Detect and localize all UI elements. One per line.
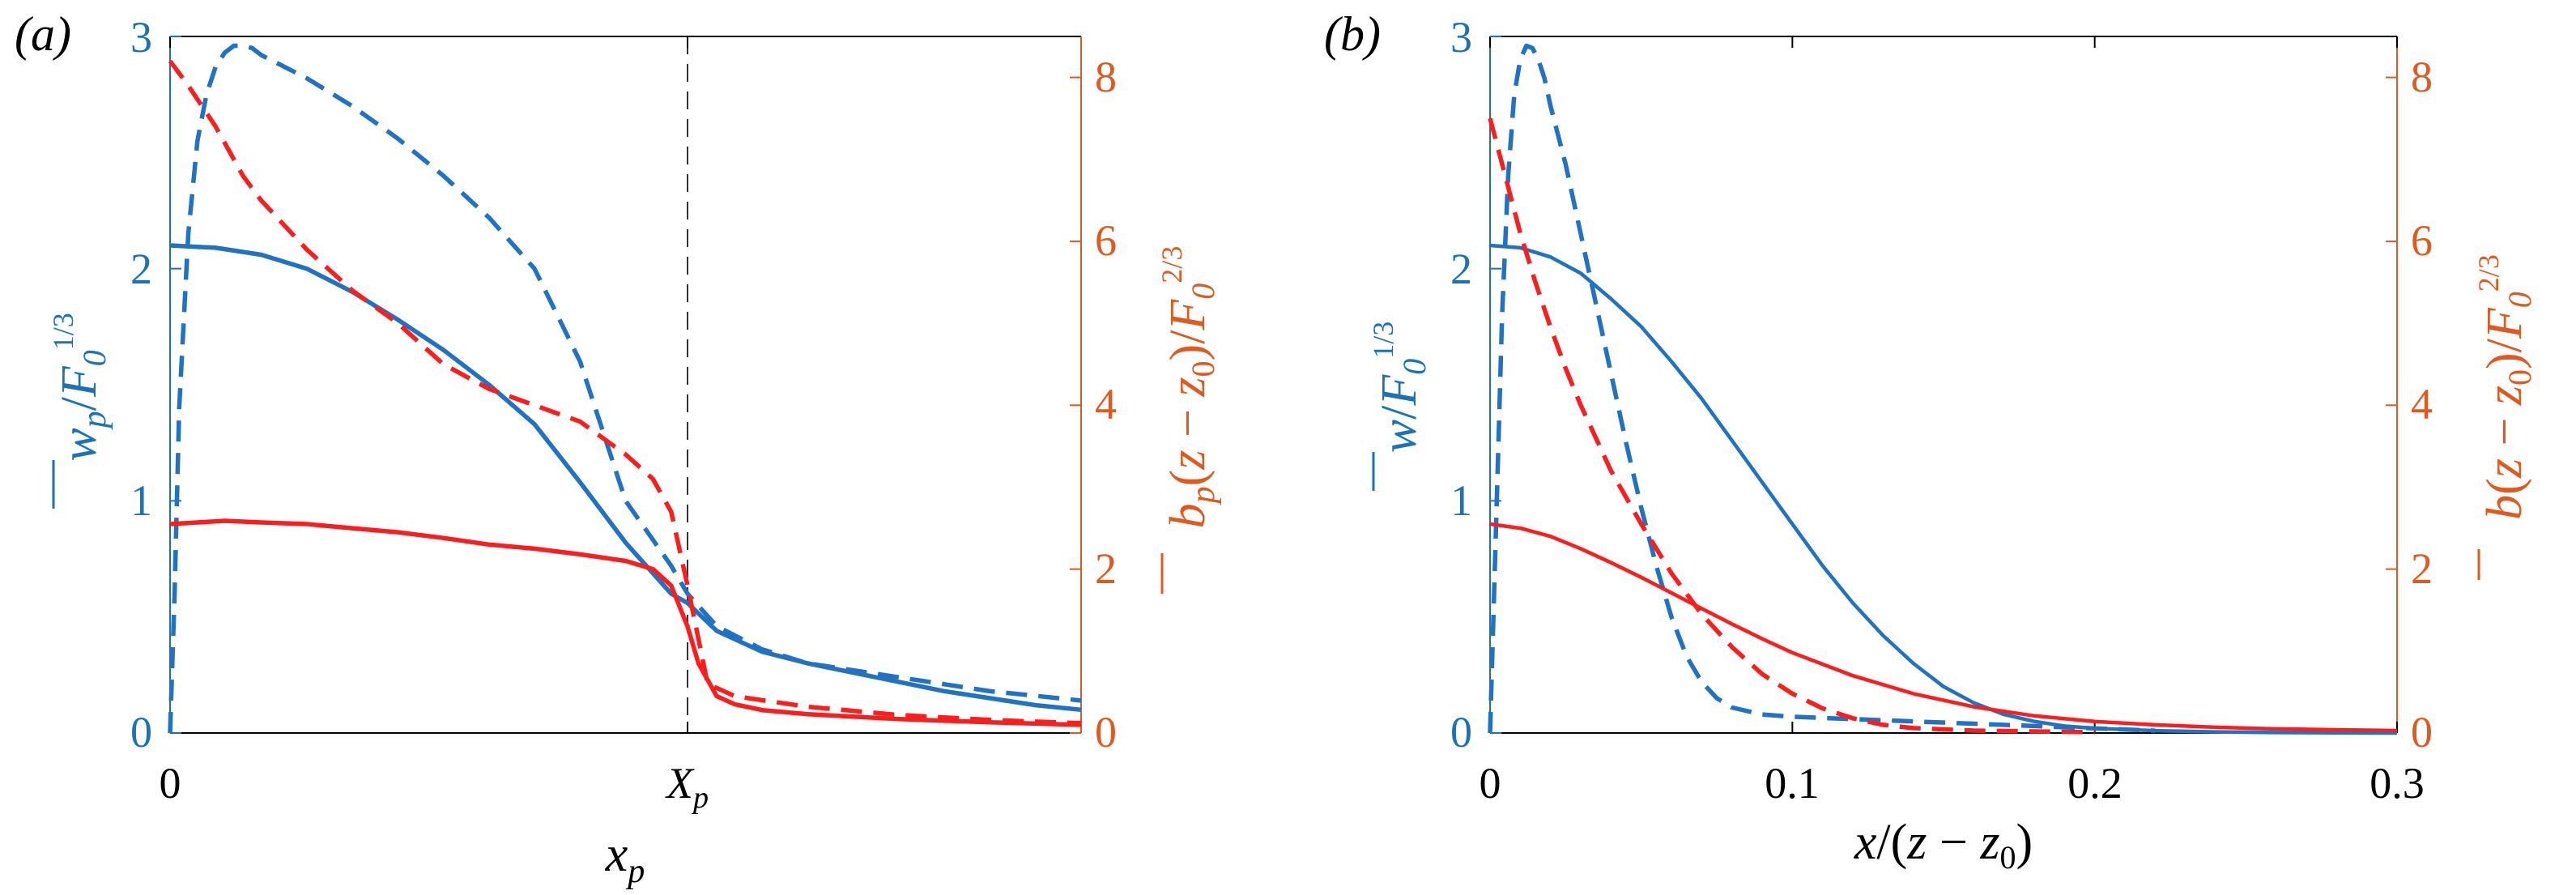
panel-label-a: (a): [15, 7, 71, 61]
y-right-tick-label-b-0: 0: [2411, 708, 2433, 756]
y-right-axis-label-b: b(z − z0)/F02/3: [2472, 254, 2538, 580]
panel-a: (a) 0 Xp 0 1 2 3 0 2 4 6 8 xp wp/F01/3: [15, 7, 1222, 890]
y-left-axis-label-b: w/F01/3: [1367, 322, 1433, 491]
svg-text:bp(z − z0)/F02/3: bp(z − z0)/F02/3: [1156, 246, 1222, 529]
y-right-tick-label-a-4: 4: [1095, 380, 1117, 428]
y-right-tick-label-b-4: 4: [2411, 380, 2433, 428]
series-b-w_solid: [1489, 243, 2398, 735]
panel-label-b: (b): [1324, 7, 1381, 61]
series-b-b_dashed: [1488, 117, 2095, 735]
x-tick-label-b-2: 0.2: [2067, 759, 2123, 808]
x-axis-label-a: xp: [605, 827, 645, 890]
y-right-tick-label-b-8: 8: [2411, 53, 2433, 101]
panel-b: (b) 0 0.1 0.2 0.3 0 1 2 3 0 2 4 6 8 x/(z…: [1324, 7, 2538, 876]
y-right-tick-label-a-2: 2: [1095, 544, 1117, 593]
series-a-w_solid: [169, 243, 1082, 713]
y-left-tick-label-b-1: 1: [1450, 476, 1472, 525]
y-right-tick-label-a-8: 8: [1095, 53, 1117, 101]
y-left-tick-label-a-2: 2: [130, 245, 152, 293]
x-tick-label-b-0: 0: [1480, 759, 1501, 808]
series-a-b_dashed: [168, 59, 1082, 726]
series-a-b_solid: [169, 518, 1082, 727]
x-tick-label-b-3: 0.3: [2369, 759, 2425, 808]
y-left-tick-label-b-3: 3: [1450, 13, 1472, 62]
y-right-tick-label-b-6: 6: [2411, 216, 2433, 265]
y-left-tick-label-a-1: 1: [130, 476, 152, 525]
y-left-tick-label-a-0: 0: [130, 708, 152, 756]
y-left-tick-label-a-3: 3: [130, 13, 152, 62]
y-left-axis-label-a: wp/F01/3: [47, 313, 113, 509]
y-right-tick-label-b-2: 2: [2411, 544, 2433, 593]
svg-text:wp/F01/3: wp/F01/3: [47, 313, 113, 461]
series-b-b_solid: [1489, 522, 2398, 733]
svg-text:w/F01/3: w/F01/3: [1367, 322, 1433, 453]
svg-text:b(z − z0)/F02/3: b(z − z0)/F02/3: [2472, 254, 2538, 520]
y-right-tick-label-a-0: 0: [1095, 708, 1117, 756]
x-tick-label-a-xp: Xp: [665, 759, 709, 815]
x-tick-label-b-1: 0.1: [1765, 759, 1820, 808]
x-axis-label-b: x/(z − z0): [1854, 815, 2033, 876]
y-right-tick-label-a-6: 6: [1095, 216, 1117, 265]
y-left-tick-label-b-0: 0: [1450, 708, 1472, 756]
series-a-w_dashed: [168, 43, 1082, 734]
series-b-w_dashed: [1488, 43, 2156, 734]
y-left-tick-label-b-2: 2: [1450, 245, 1472, 293]
y-right-axis-label-a: bp(z − z0)/F02/3: [1156, 246, 1222, 594]
x-tick-label-a-0: 0: [160, 759, 181, 808]
